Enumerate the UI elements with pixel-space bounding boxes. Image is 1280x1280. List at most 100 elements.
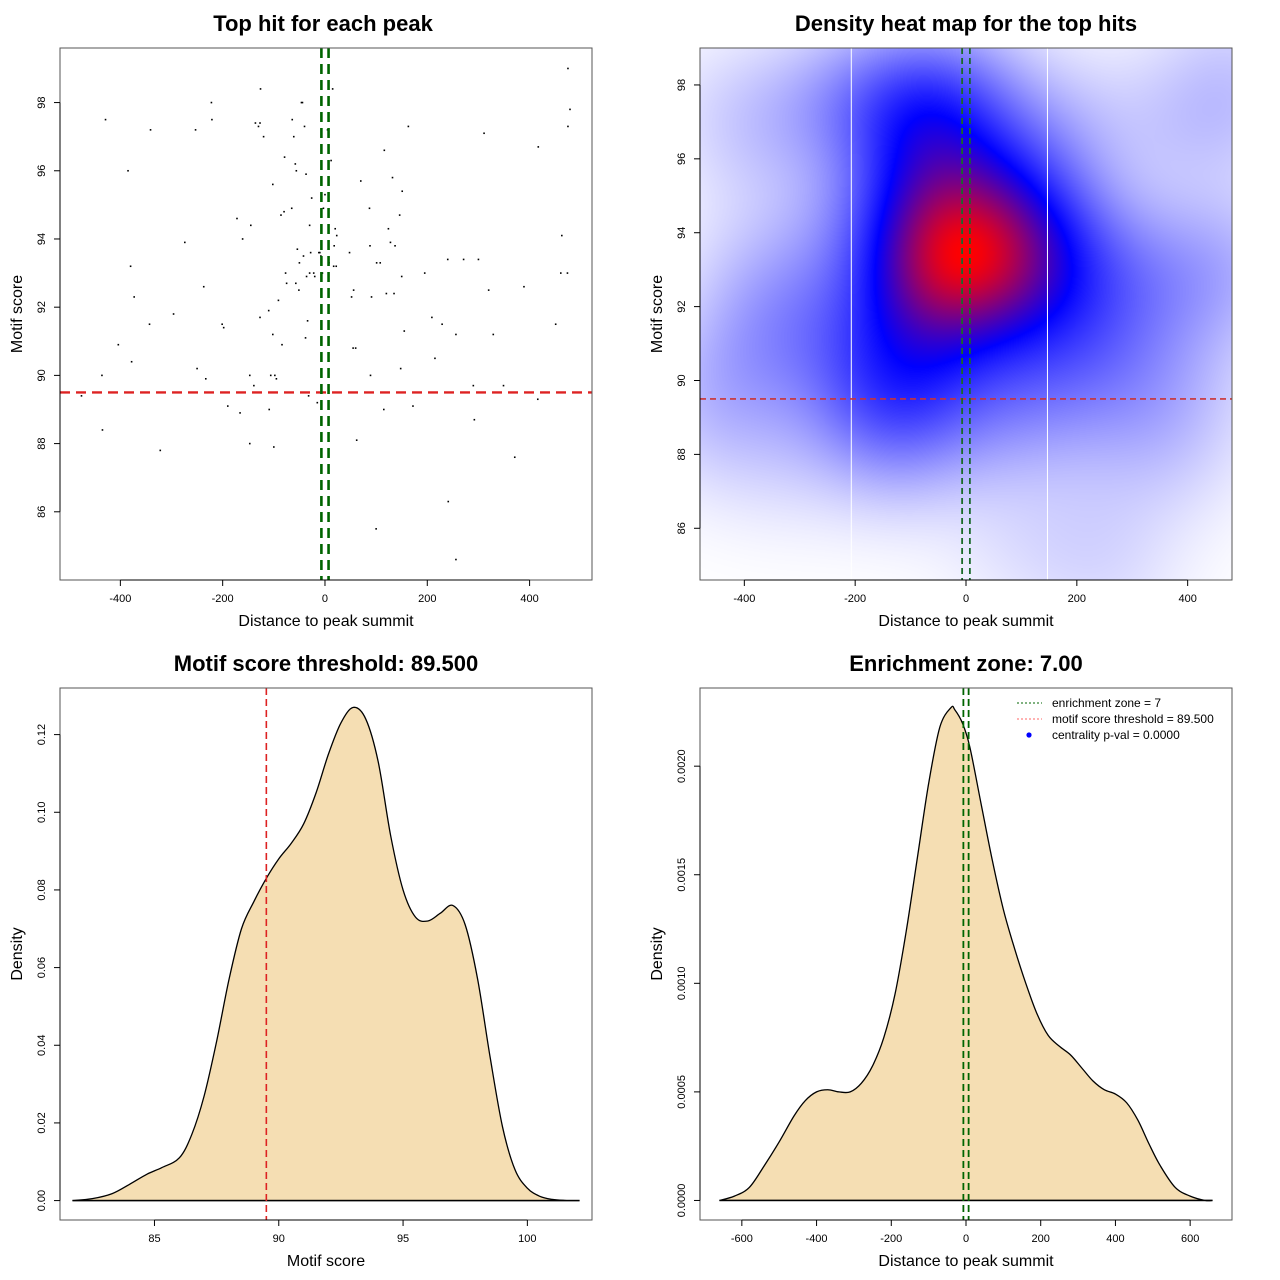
data-point — [104, 118, 107, 121]
x-tick-label: 400 — [1178, 593, 1196, 605]
data-point — [487, 289, 490, 291]
data-point — [250, 224, 252, 227]
score-density-y-axis: 0.00 0.02 0.04 0.06 0.08 0.10 0.12 — [36, 724, 61, 1211]
data-point — [295, 169, 298, 172]
data-point — [254, 122, 257, 124]
data-point — [434, 357, 436, 360]
scatter-title: Top hit for each peak — [213, 11, 433, 36]
data-point — [334, 227, 337, 230]
data-point — [149, 129, 152, 131]
data-point — [354, 347, 357, 349]
heatmap-canvas-holder — [700, 48, 1232, 580]
y-tick-label: 0.02 — [36, 1112, 48, 1133]
x-tick-label: -200 — [880, 1233, 902, 1245]
data-point — [319, 251, 321, 254]
y-tick-label: 0.0005 — [676, 1075, 688, 1109]
y-tick-label: 92 — [676, 300, 688, 312]
data-point — [472, 384, 475, 387]
x-tick-label: -400 — [806, 1233, 828, 1245]
x-tick-label: 200 — [418, 593, 436, 605]
data-point — [513, 456, 516, 459]
data-point — [283, 156, 286, 158]
legend-threshold-label: motif score threshold = 89.500 — [1052, 712, 1214, 726]
legend: enrichment zone = 7 motif score threshol… — [1017, 696, 1214, 742]
data-point — [447, 500, 450, 503]
scatter-reference-lines — [60, 48, 592, 580]
x-tick-label: 200 — [1068, 593, 1086, 605]
heatmap-title: Density heat map for the top hits — [795, 11, 1137, 36]
y-tick-label: 94 — [36, 233, 48, 245]
y-tick-label: 98 — [36, 96, 48, 108]
y-tick-label: 92 — [36, 301, 48, 313]
data-point — [536, 398, 539, 401]
x-tick-label: 200 — [1032, 1233, 1050, 1245]
data-point — [277, 299, 280, 302]
data-point — [262, 135, 265, 138]
data-point — [302, 255, 305, 257]
data-point — [318, 251, 320, 254]
legend-pval-dot — [1026, 732, 1032, 738]
data-point — [291, 118, 294, 121]
data-point — [301, 101, 304, 104]
data-point — [307, 395, 310, 397]
data-point — [393, 292, 395, 295]
data-point — [375, 262, 378, 264]
data-point — [204, 377, 207, 380]
data-point — [389, 241, 392, 244]
data-point — [267, 309, 270, 312]
data-point — [316, 401, 319, 404]
x-tick-label: -200 — [844, 593, 866, 605]
legend-pval-label: centrality p-val = 0.0000 — [1052, 728, 1180, 742]
x-tick-label: 400 — [1106, 1233, 1124, 1245]
data-point — [283, 210, 285, 213]
score-density-title: Motif score threshold: 89.500 — [174, 651, 478, 676]
data-point — [292, 135, 295, 138]
data-point — [407, 125, 410, 128]
x-tick-label: -600 — [731, 1233, 753, 1245]
y-tick-label: 90 — [676, 374, 688, 386]
y-tick-label: 0.0000 — [676, 1184, 688, 1218]
y-tick-label: 88 — [36, 437, 48, 449]
y-tick-label: 0.08 — [36, 879, 48, 900]
data-point — [308, 224, 311, 227]
data-point — [248, 374, 251, 377]
data-point — [441, 323, 443, 326]
data-point — [455, 558, 457, 561]
data-point — [379, 262, 382, 264]
data-point — [355, 439, 358, 441]
data-point — [129, 265, 132, 268]
data-point — [566, 272, 569, 274]
data-point — [502, 384, 505, 387]
data-point — [274, 374, 276, 377]
distance-density-x-label: Distance to peak summit — [878, 1253, 1054, 1270]
data-point — [331, 88, 334, 90]
data-point — [477, 258, 480, 261]
score-density-area — [72, 706, 580, 1202]
data-point — [221, 323, 223, 326]
heatmap-x-axis: -400 -200 0 200 400 — [733, 579, 1197, 605]
distance-density-y-axis: 0.0000 0.0005 0.0010 0.0015 0.0020 — [676, 749, 701, 1218]
data-point — [350, 296, 353, 298]
data-point — [300, 101, 303, 104]
distance-density-area — [719, 705, 1213, 1202]
scatter-x-axis: -400 -200 0 200 400 — [109, 579, 539, 605]
data-point — [324, 193, 326, 196]
data-point — [305, 275, 308, 278]
y-tick-label: 0.06 — [36, 957, 48, 978]
y-tick-label: 0.10 — [36, 802, 48, 823]
data-point — [272, 333, 274, 336]
data-point — [403, 330, 406, 332]
data-point — [400, 275, 403, 278]
data-point — [296, 248, 299, 251]
data-point — [269, 374, 272, 377]
scatter-y-axis: 86 88 90 92 94 96 98 — [36, 96, 61, 518]
data-point — [567, 125, 569, 128]
data-point — [561, 234, 563, 237]
data-point — [554, 323, 557, 326]
legend-enrichment-label: enrichment zone = 7 — [1052, 696, 1161, 710]
y-tick-label: 0.0010 — [676, 966, 688, 1000]
data-point — [280, 214, 282, 216]
heatmap-raster — [700, 48, 1232, 580]
heatmap-panel: Density heat map for the top hits -400 -2… — [649, 11, 1233, 630]
